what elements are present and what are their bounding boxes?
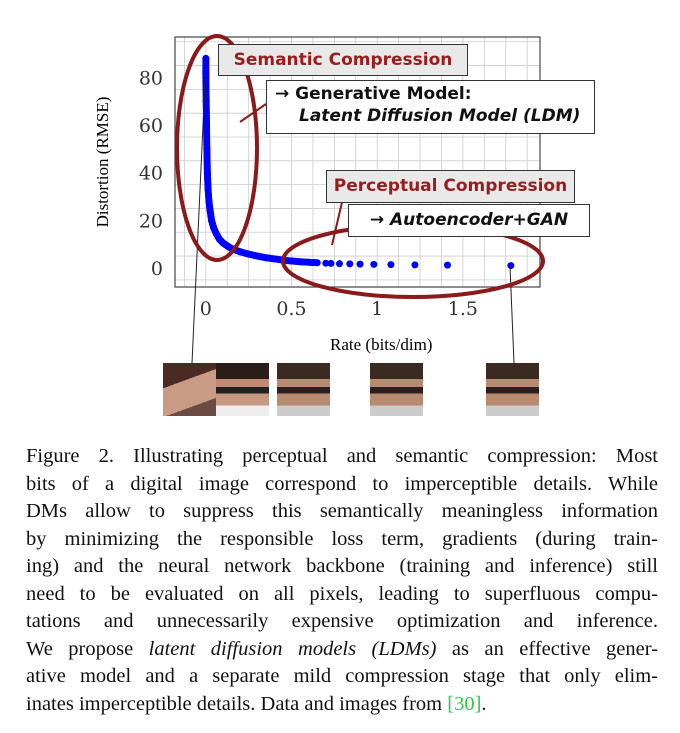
y-tick-label: 80: [139, 67, 163, 89]
data-point: [270, 255, 278, 263]
data-point: [253, 252, 261, 260]
data-point: [208, 216, 215, 224]
data-point: [507, 262, 515, 270]
y-axis-label: Distortion (RMSE): [93, 97, 112, 228]
x-tick-label: 1.5: [448, 298, 478, 320]
arrow-perceptual: [331, 197, 344, 246]
caption-line: DMs allow to suppress this semantically …: [26, 500, 658, 522]
caption-line: need to be evaluated on all pixels, lead…: [26, 582, 658, 605]
autoencoder-gan-label: → Autoencoder+GAN: [348, 204, 590, 237]
caption-line: tations and unnecessarily expensive opti…: [26, 610, 658, 632]
caption-text: as an effective gener-: [436, 637, 659, 660]
plot-frame: [174, 36, 541, 288]
data-point: [206, 207, 214, 215]
citation-link[interactable]: [30]: [447, 692, 482, 715]
data-point: [370, 260, 378, 268]
data-point: [210, 223, 218, 231]
data-point: [236, 248, 244, 256]
data-point: [262, 254, 270, 262]
thumbnail-reconstruction-1: [277, 363, 330, 416]
generative-model-label: → Generative Model: Latent Diffusion Mod…: [266, 80, 595, 134]
data-point: [202, 54, 210, 62]
thumbnail-reconstruction-3: [486, 363, 539, 416]
caption-line: Figure 2. Illustrating perceptual and se…: [26, 445, 658, 467]
thumbnail-man-original: [216, 363, 269, 416]
data-point: [387, 261, 395, 269]
data-point: [411, 261, 419, 269]
caption-line: ative model and a separate mild compress…: [26, 665, 658, 687]
caption-text: inates imperceptible details. Data and i…: [26, 692, 448, 715]
data-point: [443, 261, 451, 269]
data-point: [205, 197, 213, 205]
data-point: [212, 229, 220, 237]
x-axis-label: Rate (bits/dim): [330, 335, 432, 354]
y-tick-label: 40: [139, 163, 163, 185]
rate-distortion-chart: 0 0.5 1 1.5 0 20 40 60 80 Rate (bits/dim) Distor…: [93, 34, 545, 364]
data-point: [203, 169, 211, 177]
data-point: [203, 121, 211, 129]
x-tick-label: 1: [371, 298, 383, 320]
data-point: [219, 239, 227, 247]
thumbnail-woman: [163, 363, 216, 416]
data-point: [202, 73, 210, 81]
caption-line: inates imperceptible details. Data and i…: [26, 691, 658, 719]
data-point: [356, 260, 364, 268]
data-point: [346, 260, 354, 268]
caption-line: bits of a digital image correspond to im…: [26, 472, 658, 495]
perceptual-compression-label: Perceptual Compression: [326, 170, 575, 203]
caption-emphasis: latent diffusion models (LDMs): [148, 637, 437, 660]
data-point: [327, 259, 335, 267]
generative-line1: → Generative Model:: [275, 84, 472, 104]
data-point: [336, 260, 344, 268]
arrow-generative: [239, 103, 267, 123]
caption-text: We propose: [26, 637, 149, 660]
data-point: [224, 243, 232, 251]
data-point: [322, 259, 330, 267]
data-point: [288, 257, 296, 265]
semantic-ellipse: [175, 34, 259, 262]
data-point: [296, 258, 304, 266]
x-tick-label: 0.5: [276, 298, 306, 320]
caption-line: by minimizing the responsible loss term,…: [26, 527, 658, 550]
data-point: [204, 185, 212, 193]
caption-text: .: [481, 692, 487, 715]
thumbnail-reconstruction-2: [370, 363, 423, 416]
caption-line: We propose latent diffusion models (LDMs…: [26, 636, 658, 664]
connector-line-low-rate: [191, 59, 207, 364]
connector-line-high-rate: [509, 265, 515, 364]
y-tick-label: 20: [139, 210, 163, 232]
x-tick-label: 0: [200, 298, 212, 320]
data-point: [305, 258, 313, 266]
data-point: [245, 250, 253, 258]
caption-line: ing) and the neural network backbone (tr…: [26, 555, 658, 577]
y-tick-label: 0: [151, 258, 163, 280]
y-tick-label: 60: [139, 115, 163, 137]
semantic-compression-label: Semantic Compression: [218, 44, 468, 76]
figure-caption: Figure 2. Illustrating perceptual and se…: [26, 443, 658, 718]
generative-line2: Latent Diffusion Model (LDM): [299, 106, 581, 126]
data-point: [313, 259, 321, 267]
data-point: [203, 145, 211, 153]
